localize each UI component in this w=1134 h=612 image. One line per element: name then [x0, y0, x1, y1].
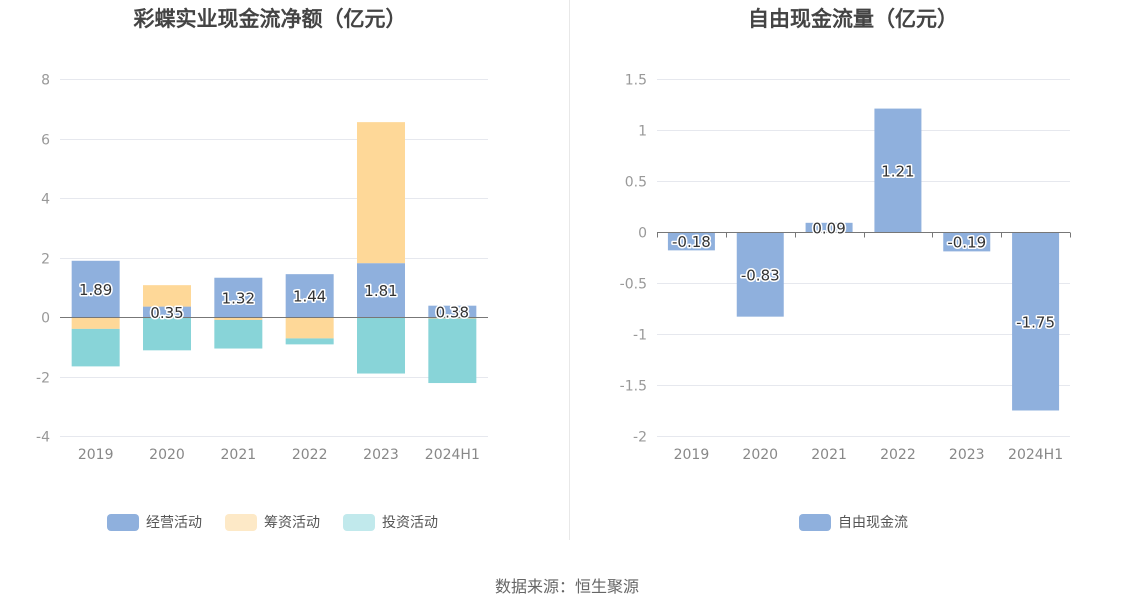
legend-label: 自由现金流: [838, 515, 908, 531]
legend-label: 投资活动: [382, 515, 438, 531]
legend-item-投资活动[interactable]: 投资活动: [343, 514, 438, 531]
data-label: 0.35: [150, 304, 183, 322]
x-tick-label: 2024H1: [425, 447, 480, 463]
bar-筹资活动-2022: [285, 317, 334, 339]
bar-经营活动-2021: [214, 277, 263, 317]
y-tick-label: -2: [36, 371, 50, 387]
x-tick-label: 2023: [363, 447, 399, 463]
bar-自由现金流-2022: [874, 108, 922, 232]
x-tick-label: 2019: [78, 447, 114, 463]
legend-label: 筹资活动: [264, 514, 320, 531]
bar-投资活动-2024H1: [428, 318, 477, 384]
data-label: 1.44: [293, 288, 326, 306]
x-tick-label: 2024H1: [1008, 447, 1063, 463]
chart-title: 彩蝶实业现金流净额（亿元）: [133, 7, 407, 31]
bar-经营活动-2024H1: [428, 305, 477, 317]
legend-swatch: [799, 514, 831, 531]
bar-自由现金流-2024H1: [1012, 232, 1060, 411]
legend-item-经营活动[interactable]: 经营活动: [107, 514, 202, 531]
data-label: -1.75: [1016, 313, 1055, 331]
data-label: 1.21: [881, 162, 914, 180]
bar-自由现金流-2020: [736, 232, 784, 317]
legend-swatch: [343, 514, 375, 531]
y-tick-label: 8: [41, 73, 50, 89]
legend-swatch: [107, 514, 139, 531]
bar-自由现金流-2023: [943, 232, 991, 252]
y-tick-label: 0: [41, 311, 50, 327]
bar-经营活动-2023: [357, 263, 405, 317]
legend-swatch: [225, 514, 257, 531]
y-tick-label: 2: [41, 252, 50, 268]
data-label: 1.32: [222, 289, 255, 307]
x-tick-label: 2022: [292, 447, 328, 463]
chart-panel-1: 彩蝶实业现金流净额（亿元） 8 6 4 2 0 -2 -4 2019 2020 2021 2022 20…: [36, 7, 488, 531]
bar-投资活动-2020: [143, 317, 191, 351]
y-tick-label: -1: [633, 328, 647, 344]
bar-经营活动-2022: [285, 274, 334, 317]
data-label: 1.81: [364, 282, 397, 300]
data-label: -0.83: [741, 266, 780, 284]
y-tick-label: 4: [41, 192, 50, 208]
chart-panel-2: 自由现金流量（亿元） 1.5 1 0.5 0 -0.5 -1 -1.5 -2 2019 2020 20…: [620, 7, 1071, 531]
bar-投资活动-2019: [71, 328, 120, 367]
x-tick-label: 2020: [742, 447, 778, 463]
x-tick-label: 2020: [149, 447, 185, 463]
data-label: 0.09: [812, 219, 845, 237]
x-tick-label: 2022: [880, 447, 916, 463]
y-tick-label: -2: [633, 430, 647, 446]
y-tick-label: 1.5: [625, 73, 647, 89]
x-tick-label: 2021: [221, 447, 257, 463]
y-tick-label: -1.5: [620, 379, 647, 395]
bar-筹资活动-2021: [214, 317, 263, 320]
y-tick-label: 6: [41, 133, 50, 149]
legend-label: 经营活动: [146, 515, 202, 531]
bar-经营活动-2020: [143, 306, 191, 317]
data-source-note: 数据来源：恒生聚源: [494, 577, 639, 596]
bar-筹资活动-2023: [357, 122, 405, 264]
data-label: 1.89: [79, 281, 112, 299]
chart-title: 自由现金流量（亿元）: [748, 7, 958, 31]
data-label: 0.38: [436, 303, 469, 321]
data-label: -0.18: [672, 233, 711, 251]
bar-自由现金流-2021: [805, 222, 853, 232]
bar-筹资活动-2019: [71, 317, 120, 329]
y-tick-label: -0.5: [620, 277, 647, 293]
bar-自由现金流-2019: [667, 232, 715, 251]
legend-item-筹资活动[interactable]: 筹资活动: [225, 514, 320, 531]
y-tick-label: 0.5: [625, 175, 647, 191]
x-tick-label: 2019: [674, 447, 710, 463]
bar-经营活动-2019: [71, 260, 120, 317]
y-tick-label: 1: [638, 124, 647, 140]
bar-投资活动-2022: [285, 338, 334, 345]
bar-投资活动-2021: [214, 319, 263, 349]
bar-筹资活动-2020: [143, 285, 191, 307]
legend-item-自由现金流[interactable]: 自由现金流: [799, 514, 908, 531]
y-tick-label: 0: [638, 226, 647, 242]
x-tick-label: 2021: [811, 447, 847, 463]
x-tick-label: 2023: [949, 447, 985, 463]
y-tick-label: -4: [36, 430, 50, 446]
data-label: -0.19: [947, 234, 986, 252]
bar-投资活动-2023: [357, 317, 405, 374]
